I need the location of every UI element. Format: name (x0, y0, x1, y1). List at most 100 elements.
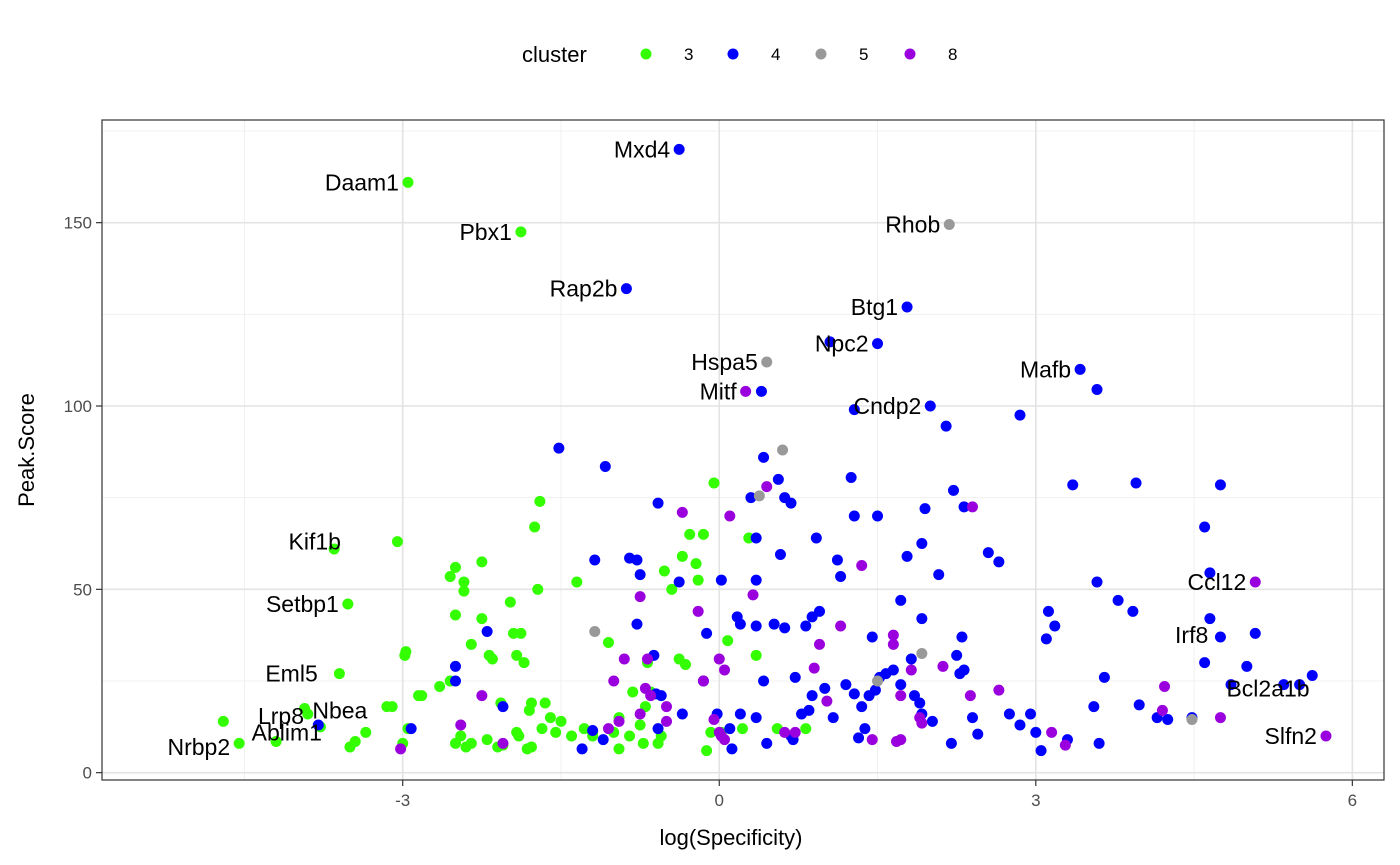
point-label: Lrp8 (258, 703, 304, 729)
point-cluster-4 (869, 684, 881, 696)
point-cluster-8 (645, 690, 657, 702)
point-cluster-3 (722, 635, 734, 647)
point-cluster-4 (1214, 631, 1226, 643)
point-cluster-5 (872, 675, 884, 687)
point-label: Mafb (1020, 356, 1071, 382)
point-cluster-4 (819, 682, 831, 694)
point-cluster-3 (602, 637, 614, 648)
point-cluster-5 (943, 219, 955, 230)
point-cluster-4 (587, 725, 599, 736)
point-cluster-4 (840, 679, 852, 691)
point-cluster-3 (555, 715, 567, 727)
point-cluster-4 (1130, 477, 1142, 489)
point-cluster-4 (806, 690, 818, 702)
legend-label-3: 3 (684, 45, 693, 64)
point-cluster-4 (750, 574, 762, 586)
point-cluster-4 (848, 510, 860, 522)
point-cluster-5 (753, 490, 765, 502)
y-tick-label: 0 (83, 764, 92, 783)
point-cluster-4 (772, 473, 784, 485)
point-cluster-4 (701, 627, 713, 639)
point-cluster-4 (872, 510, 884, 522)
point-cluster-8 (676, 506, 688, 518)
legend-title: cluster (522, 42, 587, 67)
point-cluster-3 (449, 561, 461, 573)
point-cluster-3 (233, 737, 245, 749)
point-cluster-3 (476, 556, 488, 568)
point-cluster-4 (789, 671, 801, 683)
point-cluster-3 (566, 730, 578, 742)
point-cluster-3 (504, 596, 516, 608)
point-cluster-4 (755, 385, 767, 397)
point-cluster-3 (328, 543, 340, 555)
point-cluster-4 (824, 336, 836, 348)
point-cluster-4 (1088, 701, 1100, 713)
point-cluster-4 (966, 712, 978, 724)
x-axis-title: log(Specificity) (659, 825, 802, 850)
point-label: Ccl12 (1187, 569, 1246, 595)
point-cluster-8 (761, 481, 773, 493)
legend-key-3 (640, 48, 652, 60)
point-cluster-4 (631, 618, 643, 630)
point-cluster-3 (550, 726, 562, 738)
point-cluster-8 (1320, 730, 1332, 742)
point-cluster-4 (1199, 657, 1211, 669)
point-cluster-3 (690, 558, 702, 570)
point-cluster-3 (525, 741, 537, 753)
point-cluster-3 (416, 690, 428, 702)
point-cluster-5 (1186, 714, 1198, 725)
point-cluster-4 (1025, 708, 1037, 720)
plot-panel: Mxd4 Daam1 Rhob Pbx1 Rap2b Btg1 Npc2 Hspa5 Mafb M… (101, 119, 1385, 781)
point-cluster-4 (599, 461, 611, 472)
legend-key-4 (727, 48, 739, 60)
point-cluster-4 (872, 338, 884, 350)
point-cluster-3 (571, 576, 583, 588)
point-cluster-3 (434, 681, 446, 692)
panel-border (101, 119, 1385, 781)
point-cluster-4 (634, 569, 646, 581)
point-cluster-4 (945, 737, 957, 749)
point-cluster-8 (895, 734, 907, 746)
point-cluster-3 (578, 723, 590, 735)
point-cluster-4 (1049, 620, 1061, 632)
point-cluster-4 (895, 679, 907, 691)
point-cluster-3 (534, 495, 546, 507)
point-cluster-8 (887, 629, 899, 641)
point-cluster-4 (848, 688, 860, 700)
point-cluster-4 (734, 618, 746, 630)
point-cluster-4 (673, 576, 685, 588)
y-axis-title: Peak.Score (14, 393, 39, 507)
point-cluster-8 (1214, 712, 1226, 724)
point-cluster-8 (1046, 726, 1058, 738)
point-cluster-4 (887, 664, 899, 676)
point-cluster-4 (956, 631, 968, 643)
point-cluster-4 (1091, 384, 1103, 395)
point-cluster-4 (1294, 679, 1306, 691)
point-cluster-3 (460, 741, 472, 753)
point-cluster-4 (800, 620, 812, 632)
point-cluster-4 (810, 532, 822, 544)
point-cluster-4 (1127, 605, 1139, 617)
point-cluster-8 (905, 664, 917, 676)
point-cluster-4 (620, 283, 632, 295)
point-cluster-4 (1093, 737, 1105, 749)
point-cluster-4 (576, 743, 588, 755)
point-cluster-4 (831, 554, 843, 566)
point-label: Kif1b (289, 529, 341, 555)
point-label: Npc2 (815, 331, 869, 357)
point-cluster-8 (497, 737, 509, 749)
point-cluster-8 (708, 714, 720, 725)
point-cluster-3 (333, 668, 345, 680)
point-cluster-8 (634, 591, 646, 603)
point-label: Ablim1 (252, 719, 322, 745)
point-cluster-3 (800, 723, 812, 735)
point-cluster-4 (449, 660, 461, 672)
point-cluster-4 (589, 554, 601, 566)
point-cluster-3 (666, 583, 678, 595)
point-cluster-8 (719, 664, 731, 676)
legend: cluster 3 4 5 8 (522, 42, 957, 67)
point-label: Slfn2 (1265, 723, 1317, 749)
point-cluster-4 (734, 708, 746, 720)
point-cluster-3 (750, 649, 762, 661)
point-cluster-4 (1035, 745, 1047, 757)
